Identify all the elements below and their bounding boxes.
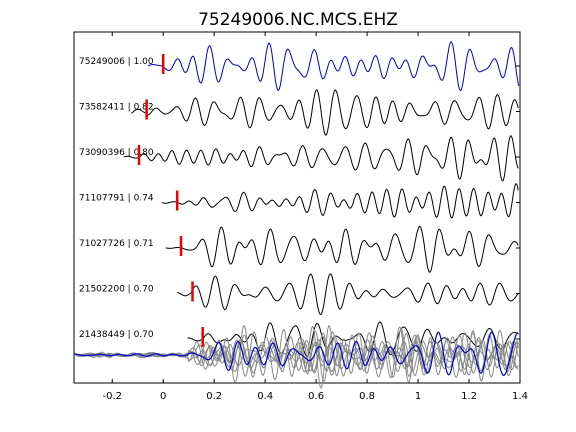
trace-waveform xyxy=(187,321,519,357)
x-tick-label: 0.4 xyxy=(257,391,273,402)
trace-label: 71107791 | 0.74 xyxy=(79,194,154,204)
x-tick-label: 0.2 xyxy=(206,391,222,402)
stack-reference-trace xyxy=(73,331,519,377)
trace-waveform xyxy=(177,273,519,316)
trace-waveform xyxy=(161,182,519,219)
x-tick-label: 0.8 xyxy=(359,391,375,402)
trace-group: 75249006 | 1.00 73582411 | 0.82 73090396 |… xyxy=(79,41,520,357)
trace-label: 21438449 | 0.70 xyxy=(79,330,154,340)
x-tick-label: 0 xyxy=(160,391,166,402)
stack-group xyxy=(73,325,519,390)
trace-waveform xyxy=(165,225,519,273)
trace-waveform xyxy=(131,89,519,136)
stack-overlay-trace xyxy=(73,332,519,376)
x-axis: -0.2 0 0.2 0.4 0.6 0.8 1 1.2 1.4 xyxy=(102,32,528,402)
x-tick-label: 1.2 xyxy=(461,391,477,402)
x-tick-label: 1 xyxy=(415,391,421,402)
trace-label: 71027726 | 0.71 xyxy=(79,239,154,249)
trace-label: 73582411 | 0.82 xyxy=(79,103,154,113)
trace-label: 75249006 | 1.00 xyxy=(79,57,154,67)
trace-label: 21502200 | 0.70 xyxy=(79,285,154,295)
trace-waveform xyxy=(123,135,519,182)
trace-waveform xyxy=(147,41,520,92)
x-tick-label: 1.4 xyxy=(512,391,528,402)
trace-label: 73090396 | 0.80 xyxy=(79,148,154,158)
x-tick-label: -0.2 xyxy=(102,391,122,402)
x-tick-label: 0.6 xyxy=(308,391,324,402)
chart-title: 75249006.NC.MCS.EHZ xyxy=(198,10,398,30)
plot-frame xyxy=(73,31,521,384)
